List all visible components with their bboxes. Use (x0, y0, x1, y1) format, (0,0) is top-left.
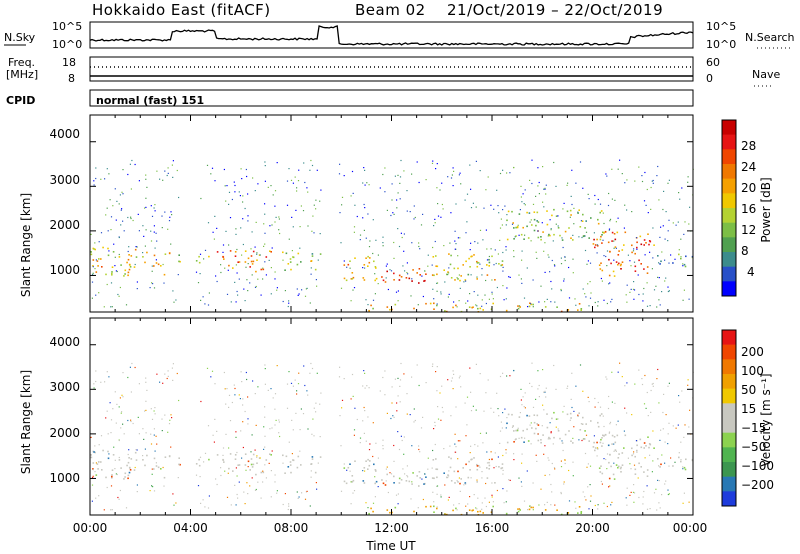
power-cbar-tick-8: 8 (741, 244, 749, 258)
noise-trace (89, 25, 694, 46)
x-axis: 00:00 04:00 08:00 12:00 16:00 20:00 00:0… (73, 521, 708, 553)
noise-left-tick-top: 10^5 (52, 20, 82, 33)
power-cbar-label: Power [dB] (759, 177, 773, 242)
noise-left-tick-bottom: 10^0 (52, 38, 82, 51)
beam-label: Beam 02 (355, 1, 426, 19)
vel-cbar-tick-m200: −200 (741, 478, 774, 492)
power-ytick-4000: 4000 (49, 127, 80, 141)
plot-title: Hokkaido East (fitACF) (92, 1, 271, 19)
power-cbar-tick-4: 4 (747, 265, 755, 279)
noise-right-tick-bottom: 10^0 (706, 38, 736, 51)
vel-cbar-tick-50: 50 (741, 383, 756, 397)
power-cbar-tick-28: 28 (741, 139, 756, 153)
velocity-ytick-4000: 4000 (49, 335, 80, 349)
power-ytick-2000: 2000 (49, 218, 80, 232)
freq-right-tick-top: 60 (706, 56, 720, 69)
velocity-panel: Slant Range [km] 4000 3000 2000 1000 200… (19, 317, 774, 516)
xtick-20: 20:00 (575, 521, 610, 535)
vel-cbar-tick-m15: −15 (741, 421, 766, 435)
velocity-ytick-1000: 1000 (49, 471, 80, 485)
power-panel: Slant Range [km] 4000 3000 2000 1000 28 … (19, 114, 773, 313)
noise-left-label: N.Sky (4, 31, 36, 44)
vel-cbar-tick-m50: −50 (741, 440, 766, 454)
velocity-colorbar (721, 329, 737, 507)
power-ytick-3000: 3000 (49, 173, 80, 187)
power-ylabel: Slant Range [km] (19, 193, 33, 297)
power-cbar-tick-12: 12 (741, 223, 756, 237)
power-colorbar (721, 119, 737, 297)
freq-panel: Freq. [MHz] 18 8 60 0 Nave (6, 56, 780, 87)
velocity-ylabel: Slant Range [km] (19, 370, 33, 474)
cpid-text: normal (fast) 151 (96, 94, 204, 107)
power-cbar-tick-16: 16 (741, 202, 756, 216)
vel-cbar-tick-100: 100 (741, 364, 764, 378)
power-ytick-1000: 1000 (49, 263, 80, 277)
freq-right-tick-bottom: 0 (706, 72, 713, 85)
x-axis-label: Time UT (365, 539, 416, 553)
date-range: 21/Oct/2019 – 22/Oct/2019 (447, 1, 663, 19)
velocity-cbar-label: Velocity [m s⁻¹] (759, 373, 773, 466)
cpid-panel: CPID normal (fast) 151 (6, 89, 694, 107)
freq-left-tick-top: 18 (62, 56, 76, 69)
velocity-tick-marks (89, 318, 694, 515)
vel-cbar-tick-200: 200 (741, 345, 764, 359)
freq-label-1: Freq. (8, 56, 35, 69)
vel-cbar-tick-m100: −100 (741, 459, 774, 473)
power-cbar-tick-24: 24 (741, 160, 756, 174)
nave-label: Nave (752, 68, 780, 81)
velocity-data (90, 362, 694, 516)
cpid-label: CPID (6, 94, 35, 107)
noise-right-label: N.Search (745, 31, 795, 44)
freq-left-tick-bottom: 8 (68, 72, 75, 85)
xtick-16: 16:00 (475, 521, 510, 535)
power-tick-marks (89, 115, 694, 312)
freq-label-2: [MHz] (6, 68, 38, 81)
xtick-4: 04:00 (173, 521, 208, 535)
xtick-12: 12:00 (374, 521, 409, 535)
velocity-ytick-3000: 3000 (49, 380, 80, 394)
power-data (90, 159, 694, 313)
xtick-8: 08:00 (274, 521, 309, 535)
xtick-24: 00:00 (673, 521, 708, 535)
power-cbar-tick-20: 20 (741, 181, 756, 195)
vel-cbar-tick-15: 15 (741, 402, 756, 416)
xtick-0: 00:00 (73, 521, 108, 535)
noise-panel: N.Sky 10^5 10^0 10^5 10^0 N.Search (4, 20, 795, 51)
noise-right-tick-top: 10^5 (706, 20, 736, 33)
velocity-ytick-2000: 2000 (49, 426, 80, 440)
